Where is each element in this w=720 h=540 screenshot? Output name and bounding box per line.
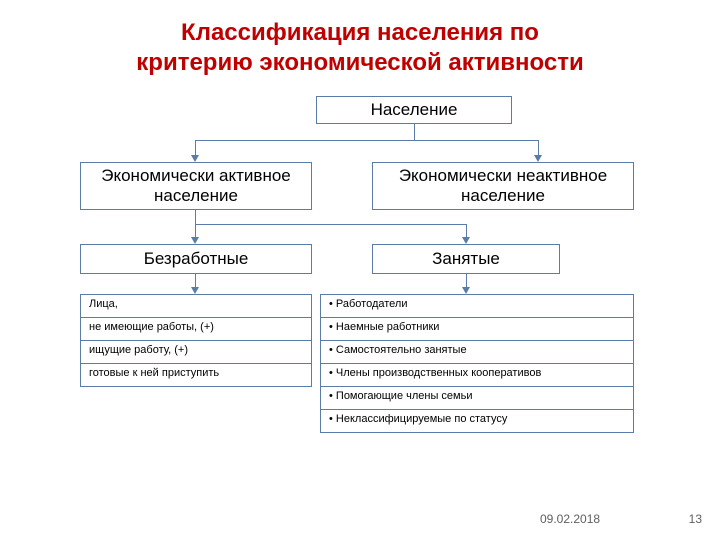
sub-unemployed-3: готовые к ней приступить [80, 363, 312, 387]
sub-unemployed-2: ищущие работу, (+) [80, 340, 312, 364]
title-line-1: Классификация населения по [0, 18, 720, 48]
sub-text: не имеющие работы, (+) [89, 321, 214, 333]
sub-text: ищущие работу, (+) [89, 344, 188, 356]
sub-employed-2: • Самостоятельно занятые [320, 340, 634, 364]
node-inactive-label: Экономически неактивное население [377, 166, 629, 207]
arrow-down-icon [534, 155, 542, 162]
sub-text: • Работодатели [329, 298, 408, 310]
slide-title: Классификация населения по критерию экон… [0, 0, 720, 78]
sub-text: • Члены производственных кооперативов [329, 367, 541, 379]
connector [414, 124, 415, 140]
connector [538, 140, 539, 156]
arrow-down-icon [191, 237, 199, 244]
arrow-down-icon [462, 237, 470, 244]
node-unemployed: Безработные [80, 244, 312, 274]
node-unemployed-label: Безработные [144, 249, 249, 269]
connector [195, 210, 196, 224]
connector [195, 140, 196, 156]
connector [195, 274, 196, 288]
connector [466, 224, 467, 238]
sub-text: готовые к ней приступить [89, 367, 219, 379]
node-population-label: Население [371, 100, 458, 120]
sub-text: • Наемные работники [329, 321, 439, 333]
title-line-2: критерию экономической активности [0, 48, 720, 78]
sub-text: • Помогающие члены семьи [329, 390, 472, 402]
arrow-down-icon [191, 287, 199, 294]
connector [195, 140, 539, 141]
sub-employed-1: • Наемные работники [320, 317, 634, 341]
node-population: Население [316, 96, 512, 124]
connector [466, 274, 467, 288]
arrow-down-icon [462, 287, 470, 294]
node-employed: Занятые [372, 244, 560, 274]
sub-text: • Самостоятельно занятые [329, 344, 467, 356]
connector [195, 224, 196, 238]
footer-page: 13 [689, 512, 702, 526]
node-active-label: Экономически активное население [85, 166, 307, 207]
sub-text: • Неклассифицируемые по статусу [329, 413, 507, 425]
sub-employed-3: • Члены производственных кооперативов [320, 363, 634, 387]
node-inactive: Экономически неактивное население [372, 162, 634, 210]
footer-date: 09.02.2018 [540, 512, 600, 526]
sub-employed-0: • Работодатели [320, 294, 634, 318]
sub-text: Лица, [89, 298, 118, 310]
arrow-down-icon [191, 155, 199, 162]
node-employed-label: Занятые [432, 249, 500, 269]
node-active: Экономически активное население [80, 162, 312, 210]
sub-employed-4: • Помогающие члены семьи [320, 386, 634, 410]
sub-unemployed-1: не имеющие работы, (+) [80, 317, 312, 341]
sub-unemployed-0: Лица, [80, 294, 312, 318]
sub-employed-5: • Неклассифицируемые по статусу [320, 409, 634, 433]
connector [195, 224, 467, 225]
